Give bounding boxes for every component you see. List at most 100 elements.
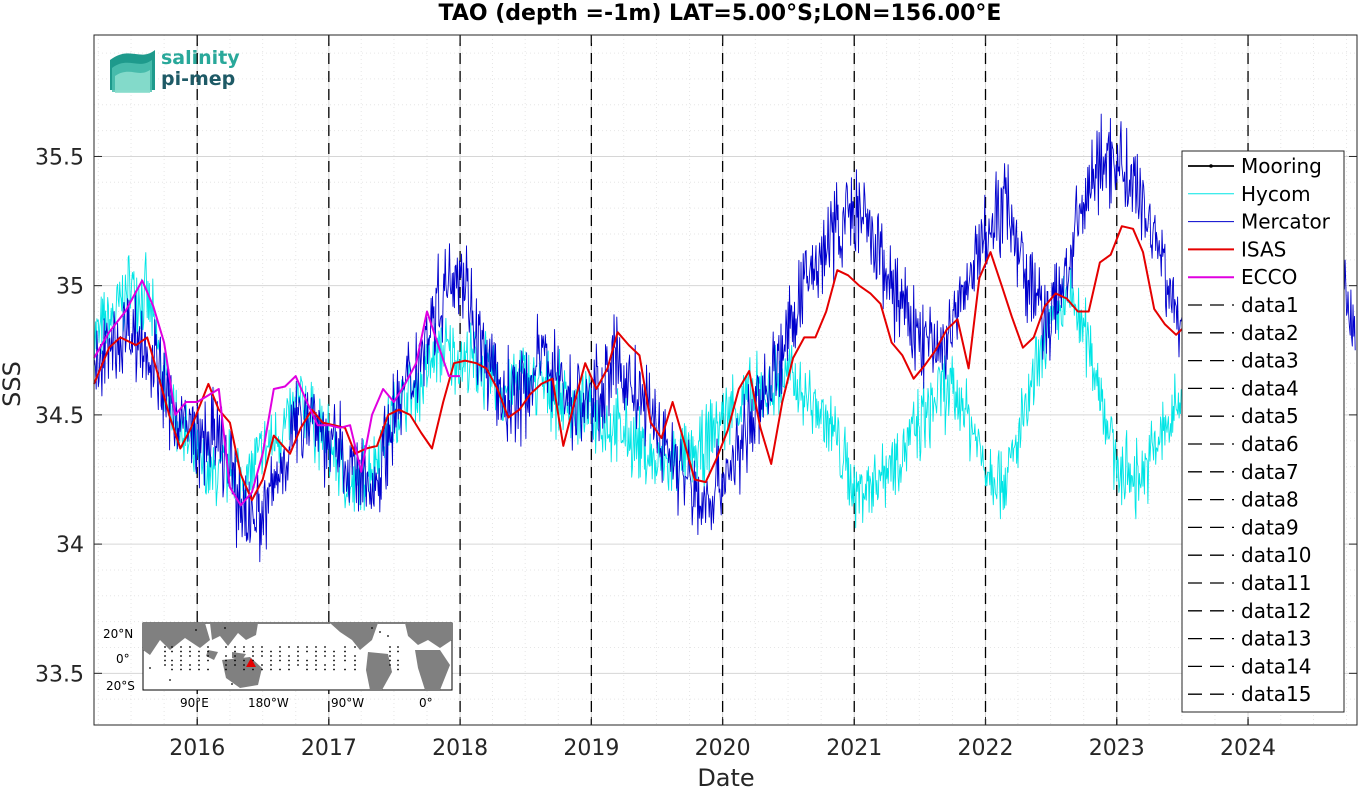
map-dot bbox=[225, 668, 227, 671]
map-lat-label-20n: 20°N bbox=[103, 627, 133, 641]
map-dot bbox=[171, 659, 173, 662]
map-dot bbox=[344, 646, 346, 648]
map-dot bbox=[198, 659, 200, 662]
map-dot bbox=[270, 668, 272, 671]
map-dot bbox=[306, 646, 308, 648]
x-tick-label: 2024 bbox=[1220, 736, 1276, 761]
map-dot bbox=[270, 655, 272, 657]
map-dot bbox=[324, 655, 326, 657]
map-dot bbox=[288, 664, 290, 666]
map-dot bbox=[225, 659, 227, 662]
map-lat-label-20s: 20°S bbox=[106, 679, 135, 693]
map-dot bbox=[333, 664, 335, 666]
legend-item: data6 bbox=[1188, 432, 1299, 456]
x-tick-label: 2020 bbox=[695, 736, 751, 761]
map-lat-label-0: 0° bbox=[116, 652, 130, 666]
map-dot bbox=[243, 659, 245, 662]
map-dot bbox=[225, 646, 227, 648]
x-ticks: 2016 2017 2018 2019 2020 2021 2022 2023 2024 bbox=[169, 35, 1276, 761]
map-dot bbox=[397, 668, 399, 671]
map-dot bbox=[297, 650, 299, 653]
map-dot bbox=[279, 655, 281, 657]
map-lon-label-180w: 180°W bbox=[248, 696, 289, 710]
map-dot bbox=[333, 650, 335, 653]
map-dot bbox=[252, 650, 254, 653]
legend-item: data8 bbox=[1188, 488, 1299, 512]
y-axis-label: SSS bbox=[0, 361, 26, 407]
map-dot bbox=[297, 646, 299, 648]
legend-item: data12 bbox=[1188, 599, 1312, 623]
map-dot bbox=[207, 659, 209, 662]
logo-line-2: pi-mep bbox=[161, 68, 235, 90]
map-dot bbox=[288, 659, 290, 662]
x-tick-label: 2017 bbox=[301, 736, 357, 761]
map-dot bbox=[389, 646, 391, 648]
map-dot bbox=[324, 668, 326, 671]
map-dot bbox=[252, 646, 254, 648]
map-dot bbox=[315, 646, 317, 648]
x-tick-label: 2019 bbox=[563, 736, 619, 761]
map-dot bbox=[180, 646, 182, 648]
map-dot bbox=[270, 659, 272, 662]
legend-item: data5 bbox=[1188, 404, 1299, 428]
legend-label: data2 bbox=[1241, 321, 1299, 345]
map-dot bbox=[324, 646, 326, 648]
map-dot bbox=[261, 646, 263, 648]
map-dot bbox=[354, 664, 356, 666]
map-dot bbox=[389, 659, 391, 662]
map-dot bbox=[315, 655, 317, 657]
map-dot bbox=[234, 646, 236, 648]
legend-item: data7 bbox=[1188, 460, 1299, 484]
map-dot bbox=[198, 655, 200, 657]
map-dot bbox=[180, 655, 182, 657]
map-dot bbox=[261, 668, 263, 671]
y-tick-label: 35 bbox=[56, 275, 84, 300]
mooring-location-marker bbox=[246, 658, 256, 667]
map-dot bbox=[371, 627, 373, 629]
map-dot bbox=[288, 655, 290, 657]
map-dot bbox=[324, 664, 326, 666]
map-dot bbox=[225, 664, 227, 666]
map-dot bbox=[207, 655, 209, 657]
legend-item: data10 bbox=[1188, 543, 1312, 567]
map-dot bbox=[288, 646, 290, 648]
legend-item: data2 bbox=[1188, 321, 1299, 345]
map-dot bbox=[261, 664, 263, 666]
map-dot bbox=[397, 664, 399, 666]
map-dot bbox=[306, 659, 308, 662]
legend-label: Mercator bbox=[1241, 210, 1331, 234]
map-dot bbox=[315, 664, 317, 666]
map-dot bbox=[270, 650, 272, 653]
map-dot bbox=[333, 655, 335, 657]
map-dot bbox=[189, 655, 191, 657]
map-dot bbox=[315, 659, 317, 662]
map-dot bbox=[315, 650, 317, 653]
legend-item: Hycom bbox=[1188, 182, 1311, 206]
map-dot bbox=[225, 655, 227, 657]
map-dot bbox=[207, 668, 209, 671]
map-dot bbox=[243, 646, 245, 648]
y-ticks: 33.5 34 34.5 35 35.5 bbox=[35, 145, 1357, 687]
series-line-mercator bbox=[93, 113, 1356, 563]
map-dot bbox=[279, 646, 281, 648]
map-dot bbox=[397, 659, 399, 662]
map-dot bbox=[180, 664, 182, 666]
map-dot bbox=[315, 668, 317, 671]
legend-label: data13 bbox=[1241, 627, 1312, 651]
map-dot bbox=[261, 655, 263, 657]
legend-label: data5 bbox=[1241, 404, 1299, 428]
map-dot bbox=[333, 668, 335, 671]
map-dot bbox=[234, 659, 236, 662]
map-dot bbox=[252, 655, 254, 657]
map-lon-label-0: 0° bbox=[419, 696, 433, 710]
legend-item: ECCO bbox=[1188, 265, 1297, 289]
legend-item: ISAS bbox=[1188, 237, 1286, 261]
legend-label: data10 bbox=[1241, 543, 1312, 567]
map-dot bbox=[354, 655, 356, 657]
map-dot bbox=[297, 664, 299, 666]
map-dot bbox=[243, 668, 245, 671]
legend-item: data3 bbox=[1188, 349, 1299, 373]
map-dot bbox=[387, 635, 389, 637]
legend-item: Mercator bbox=[1188, 210, 1331, 234]
map-dot bbox=[189, 668, 191, 671]
